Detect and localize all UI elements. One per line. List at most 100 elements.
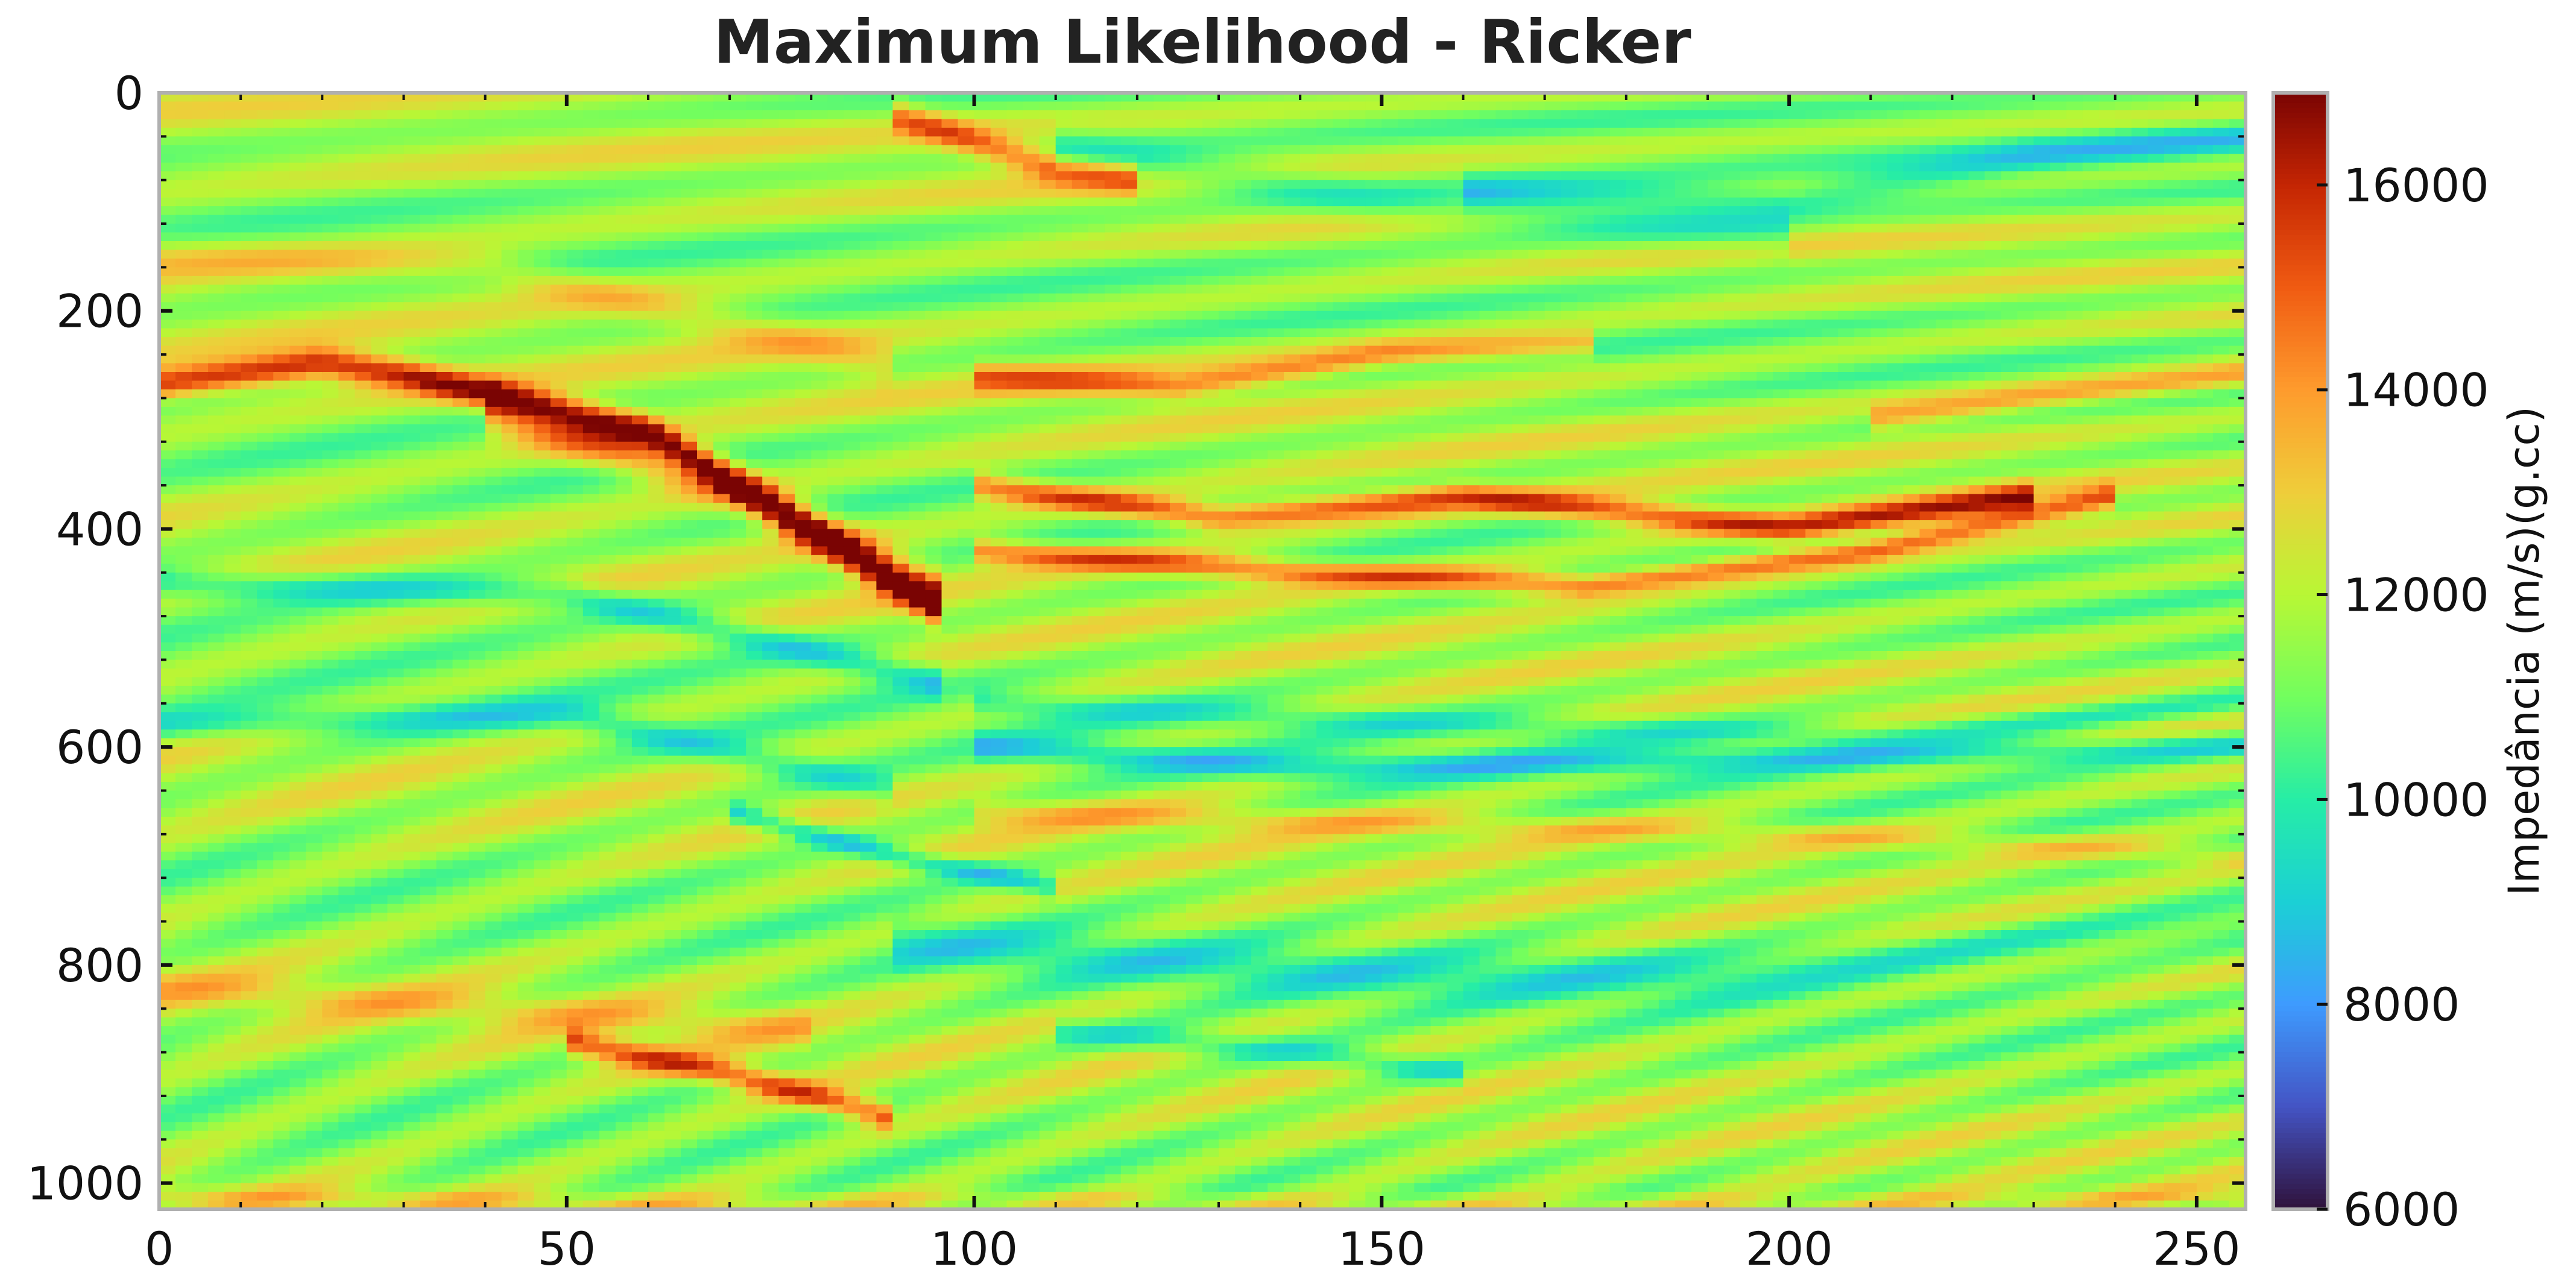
heatmap-cell [631,537,649,547]
heatmap-cell [664,110,681,120]
heatmap-cell [306,1017,323,1027]
heatmap-cell [501,232,519,242]
heatmap-cell [778,215,796,224]
heatmap-cell [452,529,470,538]
heatmap-cell [469,136,486,146]
heatmap-cell [762,1061,779,1071]
heatmap-cell [615,529,633,538]
heatmap-cell [534,494,551,503]
heatmap-cell [469,607,486,617]
heatmap-cell [664,564,681,573]
heatmap-cell [501,825,519,835]
heatmap-cell [550,607,567,617]
heatmap-cell [534,668,551,678]
heatmap-cell [175,1034,192,1044]
heatmap-cell [257,101,274,111]
heatmap-cell [387,834,405,844]
heatmap-cell [159,564,176,573]
heatmap-cell [599,991,616,1001]
heatmap-cell [599,939,616,948]
heatmap-cell [241,1078,257,1088]
heatmap-cell [192,668,209,678]
heatmap-cell [550,703,567,713]
heatmap-cell [697,1200,714,1209]
heatmap-cell [615,189,633,198]
heatmap-cell [599,616,616,626]
heatmap-cell [501,738,519,747]
heatmap-cell [697,275,714,286]
heatmap-cell [208,799,225,809]
heatmap-cell [762,1157,779,1166]
heatmap-cell [485,119,502,128]
heatmap-cell [681,171,698,181]
heatmap-cell [338,1139,356,1149]
heatmap-cell [501,546,519,556]
heatmap-cell [762,939,779,948]
heatmap-cell [534,433,551,442]
heatmap-cell [469,1192,486,1201]
heatmap-cell [192,180,209,189]
heatmap-cell [322,372,339,382]
heatmap-cell [681,1200,698,1209]
heatmap-cell [338,616,356,626]
heatmap-cell [403,511,421,521]
heatmap-cell [615,232,633,242]
heatmap-cell [208,1061,225,1071]
heatmap-cell [452,197,470,207]
heatmap-cell [534,1174,551,1184]
heatmap-cell [517,703,535,713]
heatmap-cell [208,459,225,468]
heatmap-cell [355,764,372,774]
heatmap-cell [550,720,567,731]
heatmap-cell [566,1026,584,1036]
heatmap-cell [713,956,730,966]
heatmap-cell [681,738,698,747]
heatmap-cell [746,851,763,861]
heatmap-cell [452,302,470,312]
heatmap-cell [501,1157,519,1166]
heatmap-cell [681,851,698,861]
heatmap-cell [208,180,225,189]
heatmap-cell [778,93,796,102]
heatmap-cell [387,982,405,992]
heatmap-cell [534,1113,551,1123]
heatmap-cell [615,372,633,382]
heatmap-cell [306,782,323,791]
heatmap-cell [355,206,372,216]
heatmap-cell [631,572,649,582]
heatmap-cell [241,668,257,678]
heatmap-cell [485,851,502,861]
heatmap-cell [501,599,519,608]
heatmap-cell [648,599,665,608]
heatmap-cell [713,816,730,826]
heatmap-cell [159,974,176,983]
heatmap-cell [192,485,209,495]
heatmap-cell [355,1122,372,1131]
heatmap-cell [224,119,241,128]
heatmap-cell [159,224,176,233]
heatmap-cell [648,991,665,1001]
heatmap-cell [338,999,356,1010]
heatmap-cell [436,913,453,922]
heatmap-cell [501,1130,519,1141]
heatmap-cell [631,677,649,687]
heatmap-cell [387,1078,405,1088]
heatmap-cell [436,485,453,495]
heatmap-cell [224,999,241,1010]
heatmap-cell [582,424,600,434]
heatmap-cell [550,677,567,687]
heatmap-cell [403,406,421,417]
heatmap-cell [664,851,681,861]
heatmap-cell [469,634,486,643]
heatmap-cell [420,843,437,852]
heatmap-cell [746,555,763,565]
heatmap-cell [550,293,567,303]
heatmap-cell [485,755,502,765]
heatmap-cell [550,729,567,739]
heatmap-cell [208,441,225,452]
heatmap-cell [517,441,535,452]
heatmap-cell [159,232,176,242]
heatmap-cell [224,127,241,137]
heatmap-cell [436,537,453,547]
heatmap-cell [746,537,763,547]
